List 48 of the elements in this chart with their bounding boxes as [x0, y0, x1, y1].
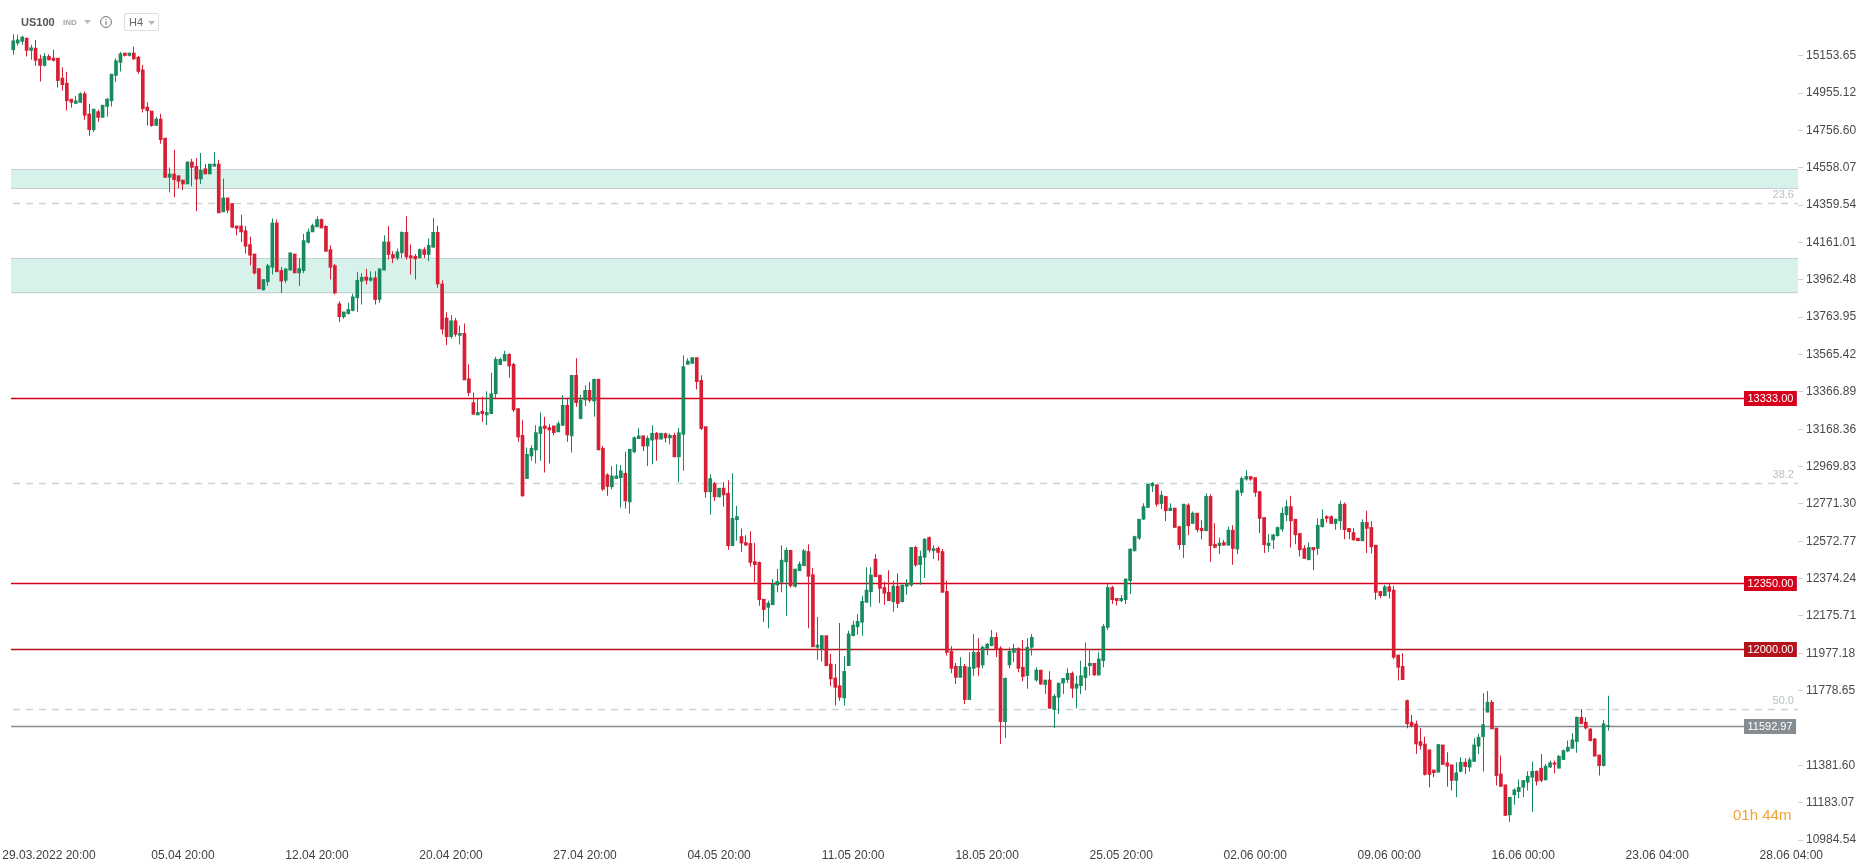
x-tick-label: 09.06 00:00: [1357, 847, 1422, 862]
y-tick-label: 13763.95: [1806, 309, 1857, 324]
y-tick-label: 12969.83: [1806, 458, 1857, 473]
y-tick-label: 15153.65: [1806, 48, 1857, 63]
ref-line-label: 12350.00: [1747, 577, 1794, 590]
y-tick-label: 14359.54: [1806, 197, 1857, 212]
x-tick-label: 25.05 20:00: [1089, 847, 1154, 862]
x-tick-label: 28.06 04:00: [1759, 847, 1824, 862]
y-tick-label: 13366.89: [1806, 384, 1857, 399]
ref-line-label: 11592.97: [1747, 720, 1793, 733]
x-tick-label: 23.06 04:00: [1625, 847, 1690, 862]
x-tick-label: 05.04 20:00: [151, 847, 216, 862]
y-tick-label: 13565.42: [1806, 346, 1857, 361]
y-tick-label: 14161.01: [1806, 234, 1857, 249]
text: US100: [21, 16, 55, 28]
y-tick-label: 11183.07: [1806, 794, 1855, 809]
y-tick-label: 11778.65: [1806, 682, 1856, 697]
annotation: H4: [129, 16, 144, 28]
y-tick-label: 13962.48: [1806, 272, 1857, 287]
x-tick-label: 18.05 20:00: [955, 847, 1020, 862]
annotation: 01h 44m: [1733, 806, 1792, 823]
x-tick-label: 29.03.2022 20:00: [2, 847, 97, 862]
ref-line-label: 13333.00: [1747, 392, 1794, 405]
y-tick-label: 11381.60: [1806, 757, 1856, 772]
ref-line-label: 12000.00: [1747, 643, 1794, 656]
y-tick-label: 14558.07: [1806, 160, 1857, 175]
y-tick-label: 11977.18: [1806, 645, 1856, 660]
y-tick-label: 14955.12: [1806, 85, 1857, 100]
text: IND: [63, 18, 77, 27]
x-tick-label: 04.05 20:00: [687, 847, 752, 862]
y-tick-label: 14756.60: [1806, 122, 1857, 137]
annotation: 23.6: [1772, 187, 1794, 200]
x-tick-label: 27.04 20:00: [553, 847, 618, 862]
x-tick-label: 02.06 00:00: [1223, 847, 1288, 862]
annotation: 38.2: [1772, 467, 1794, 480]
y-tick-label: 12175.71: [1806, 608, 1857, 623]
x-tick-label: 16.06 00:00: [1491, 847, 1556, 862]
y-tick-label: 12572.77: [1806, 533, 1857, 548]
y-tick-label: 10984.54: [1806, 832, 1857, 847]
candlestick: [543, 416, 547, 473]
dropdown-field: H4: [124, 13, 159, 31]
x-tick-label: 11.05 20:00: [821, 847, 885, 862]
annotation: 50.0: [1772, 693, 1794, 706]
y-tick-label: 13168.36: [1806, 421, 1857, 436]
y-tick-label: 12771.30: [1806, 496, 1857, 511]
x-tick-label: 12.04 20:00: [285, 847, 350, 862]
y-tick-label: 12374.24: [1806, 570, 1857, 585]
x-tick-label: 20.04 20:00: [419, 847, 484, 862]
